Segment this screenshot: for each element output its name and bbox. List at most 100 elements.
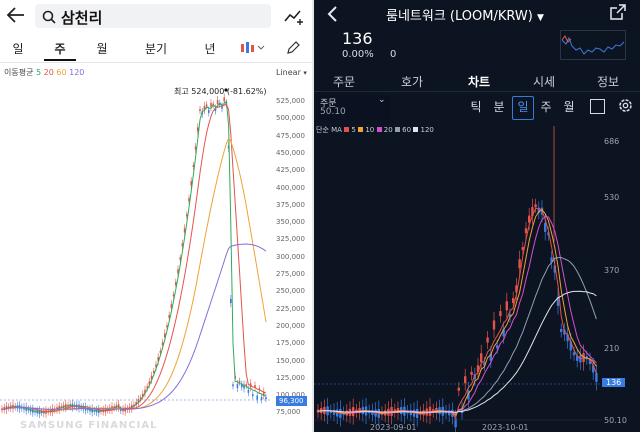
period-tick-button[interactable]: 틱 [470,100,482,114]
price-candle [223,97,225,102]
price-axis-label: 275,000 [276,270,305,278]
price-candle [219,102,221,105]
ma-20-label: 20 [43,68,54,77]
nav-tab-info[interactable]: 정보 [596,75,620,89]
order-value: 50.10 [320,107,346,117]
fullscreen-toggle-icon[interactable] [590,99,605,114]
price-candle [183,228,186,233]
price-candle [547,232,550,236]
price-candle [486,337,489,343]
period-minute-button[interactable]: 분 [493,100,505,114]
price-axis-label: 525,000 [276,97,305,105]
price-candle [454,418,457,428]
price-candle [470,371,473,375]
price-candle [157,357,159,362]
price-candle [192,165,195,168]
ma-20-swatch [376,127,382,132]
price-axis-label: 530 [604,193,620,202]
ma-60-label: 60 [56,68,67,77]
price-candle [499,311,502,317]
price-candle [238,380,241,383]
price-candle [142,393,144,397]
price-candle [190,181,192,186]
price-candle [483,362,486,366]
draw-pencil-icon[interactable] [286,40,300,59]
price-candle [137,399,140,404]
price-candle [512,298,515,304]
ma-10-line [317,209,597,417]
price-candle [236,384,239,389]
price-candle [464,376,467,384]
price-candle [133,404,135,407]
price-axis-label: 125,000 [276,373,305,382]
price-candle [492,320,496,330]
price-candle [199,109,201,111]
ma-20-label: 20 [383,126,393,134]
price-candle [502,329,505,337]
nav-tab-chart[interactable]: 차트 [467,75,491,89]
mini-chart-thumbnail [560,30,626,60]
price-candle [480,353,483,363]
nav-tab-trades[interactable]: 시세 [532,75,556,89]
price-candle [175,282,177,286]
price-candle [164,333,166,338]
price-candle [505,301,508,311]
candle-type-icon[interactable] [240,40,266,59]
price-axis-label: 686 [604,137,620,146]
price-candle [595,372,598,382]
ma-legend-label: 단순 MA [316,126,342,134]
tab-day[interactable]: 일 [12,42,24,56]
settings-gear-icon[interactable] [617,97,634,118]
scale-label: Linear [276,68,301,77]
price-candle [208,109,210,113]
scale-select[interactable]: Linear ▾ [276,68,307,77]
price-candle [150,375,153,380]
period-week-button[interactable]: 주 [540,100,552,114]
price-candle [1,408,3,411]
back-chevron-icon[interactable] [326,5,338,27]
ma-120-line [317,290,597,413]
price-candle [131,404,133,409]
order-select[interactable]: 주문 50.10 ⌄ [316,95,390,120]
price-candle [148,381,151,385]
tab-year[interactable]: 년 [204,42,216,56]
ma-120-line [1,243,267,410]
high-marker [224,88,228,92]
price-candle [265,397,267,400]
price-candle [515,285,518,293]
nav-tab-orderbook[interactable]: 호가 [400,75,424,89]
price-candle [135,402,137,406]
tab-month[interactable]: 월 [96,42,108,56]
price-candle [489,353,492,361]
price-candle [155,364,157,368]
price-candle [120,408,122,411]
price-candle [144,389,146,394]
price-candle [467,390,470,400]
price-candle [181,243,184,247]
price-axis-label: 75,000 [276,408,301,417]
weekly-price-chart[interactable] [0,80,272,432]
add-indicator-icon[interactable] [284,7,304,29]
price-candle [168,315,170,319]
price-candle [316,409,320,413]
tab-quarter[interactable]: 분기 [144,42,168,56]
market-title-select[interactable]: 룸네트워크 (LOOM/KRW) ▼ [386,5,544,24]
tab-week[interactable]: 주 [54,42,66,56]
ma-60-swatch [394,127,400,132]
back-arrow-icon[interactable] [6,6,26,24]
nav-tabs-divider [314,91,640,92]
nav-tab-order[interactable]: 주문 [332,75,356,89]
crypto-chart-pane: 룸네트워크 (LOOM/KRW) ▼ 136 0.00% 0 주문 호가 차트 … [314,0,640,432]
search-input[interactable]: 삼천리 [35,4,271,28]
share-icon[interactable] [610,4,626,24]
price-candle [205,104,208,107]
period-month-button[interactable]: 월 [563,100,575,114]
price-candle [210,102,212,107]
price-candle [531,207,534,217]
search-query: 삼천리 [61,9,103,27]
price-candle [508,314,512,318]
ma-5-label: 5 [36,68,42,77]
period-day-button[interactable]: 일 [512,96,534,120]
price-candle [521,247,524,251]
daily-price-chart[interactable] [314,122,602,432]
